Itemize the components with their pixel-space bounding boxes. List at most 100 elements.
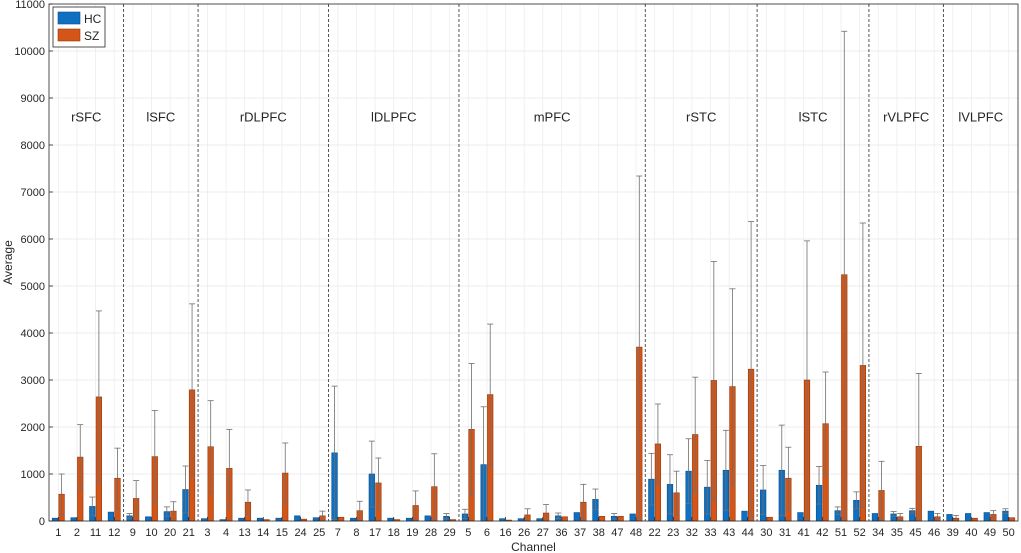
bar-sz <box>766 516 773 522</box>
x-tick-label: 6 <box>484 527 490 539</box>
x-tick-label: 8 <box>353 527 359 539</box>
x-tick-label: 33 <box>704 527 716 539</box>
y-tick-label: 3000 <box>21 375 45 387</box>
bar-hc <box>629 513 636 522</box>
x-tick-label: 47 <box>611 527 623 539</box>
bar-hc <box>275 517 282 522</box>
region-separators <box>123 4 944 521</box>
x-tick-label: 17 <box>369 527 381 539</box>
x-tick-label: 34 <box>872 527 884 539</box>
bar-sz <box>971 517 978 522</box>
x-tick-label: 37 <box>574 527 586 539</box>
legend-swatch-sz <box>57 28 81 42</box>
y-tick-label: 0 <box>39 516 45 528</box>
plot-frame <box>48 3 1019 522</box>
bars <box>51 30 1016 522</box>
y-tick-label: 9000 <box>21 93 45 105</box>
x-tick-label: 40 <box>965 527 977 539</box>
x-tick-label: 15 <box>276 527 288 539</box>
x-tick-label: 39 <box>947 527 959 539</box>
bar-hc <box>256 517 264 522</box>
x-tick-label: 23 <box>667 527 679 539</box>
x-tick-label: 48 <box>630 527 642 539</box>
x-tick-label: 29 <box>444 527 456 539</box>
x-tick-label: 4 <box>223 527 229 539</box>
labels: 0 1000 2000 3000 4000 5000 6000 7000 8000 9000 100… <box>14 0 1014 539</box>
bar-hc <box>741 510 748 522</box>
bar-hc <box>927 510 934 522</box>
bar-hc <box>107 511 115 522</box>
region-label: rSFC <box>71 110 101 125</box>
x-tick-label: 51 <box>835 527 847 539</box>
x-tick-label: 35 <box>891 527 903 539</box>
bar-hc <box>797 512 804 522</box>
x-tick-label: 44 <box>742 527 754 539</box>
x-tick-label: 42 <box>816 527 828 539</box>
x-tick-label: 1 <box>55 527 61 539</box>
y-tick-label: 10000 <box>14 46 45 58</box>
x-tick-label: 22 <box>649 527 661 539</box>
bar-hc <box>573 512 580 522</box>
x-tick-label: 32 <box>686 527 698 539</box>
region-label: lSTC <box>799 110 828 125</box>
region-label: mPFC <box>534 110 571 125</box>
x-tick-label: 11 <box>90 527 101 539</box>
x-tick-label: 20 <box>164 527 176 539</box>
x-tick-label: 19 <box>406 527 418 539</box>
y-tick-label: 1000 <box>21 469 45 481</box>
bar-hc <box>965 513 972 522</box>
x-tick-label: 31 <box>779 527 791 539</box>
x-tick-label: 43 <box>723 527 735 539</box>
x-tick-label: 21 <box>183 527 195 539</box>
bar-hc <box>145 516 152 522</box>
x-tick-label: 13 <box>239 527 251 539</box>
bar-hc <box>983 512 990 522</box>
x-tick-label: 49 <box>984 527 996 539</box>
bar-sz <box>338 516 345 522</box>
bar-hc <box>70 517 77 522</box>
x-tick-label: 5 <box>465 527 471 539</box>
legend-label-sz: SZ <box>84 29 99 43</box>
y-axis-title: Average <box>1 240 15 285</box>
region-label: rDLPFC <box>240 110 287 125</box>
bar-hc <box>238 517 245 522</box>
x-tick-label: 9 <box>130 527 136 539</box>
bar-sz <box>1008 517 1016 522</box>
x-tick-label: 52 <box>853 527 865 539</box>
x-tick-label: 50 <box>1003 527 1015 539</box>
x-tick-label: 46 <box>928 527 940 539</box>
y-tick-label: 8000 <box>21 140 45 152</box>
y-tick-label: 7000 <box>21 187 45 199</box>
bar-hc <box>51 517 59 522</box>
region-label: lVLPFC <box>958 110 1003 125</box>
x-axis-title: Channel <box>511 540 556 553</box>
x-tick-label: 45 <box>909 527 921 539</box>
region-label: rVLPFC <box>883 110 929 125</box>
x-tick-label: 2 <box>74 527 80 539</box>
legend-label-hc: HC <box>84 12 102 26</box>
x-tick-label: 36 <box>555 527 567 539</box>
x-tick-label: 7 <box>335 527 341 539</box>
region-label: rSTC <box>686 110 716 125</box>
bar-sz <box>598 515 606 522</box>
region-label: lDLPFC <box>371 110 417 125</box>
bar-hc <box>294 515 301 522</box>
legend: HC SZ <box>52 6 106 48</box>
x-tick-label: 14 <box>257 527 269 539</box>
bar-hc <box>312 517 320 522</box>
bar-hc <box>350 517 357 522</box>
x-tick-label: 25 <box>313 527 325 539</box>
y-tick-label: 4000 <box>21 328 45 340</box>
x-tick-label: 41 <box>798 527 810 539</box>
bar-sz <box>561 516 568 522</box>
bar-hc <box>424 515 431 522</box>
bar-hc <box>405 517 413 522</box>
y-tick-label: 2000 <box>21 422 45 434</box>
x-tick-label: 12 <box>108 527 120 539</box>
x-tick-label: 28 <box>425 527 437 539</box>
x-tick-label: 27 <box>537 527 549 539</box>
x-tick-label: 24 <box>294 527 306 539</box>
region-label: lSFC <box>146 110 175 125</box>
y-tick-label: 11000 <box>15 0 45 11</box>
